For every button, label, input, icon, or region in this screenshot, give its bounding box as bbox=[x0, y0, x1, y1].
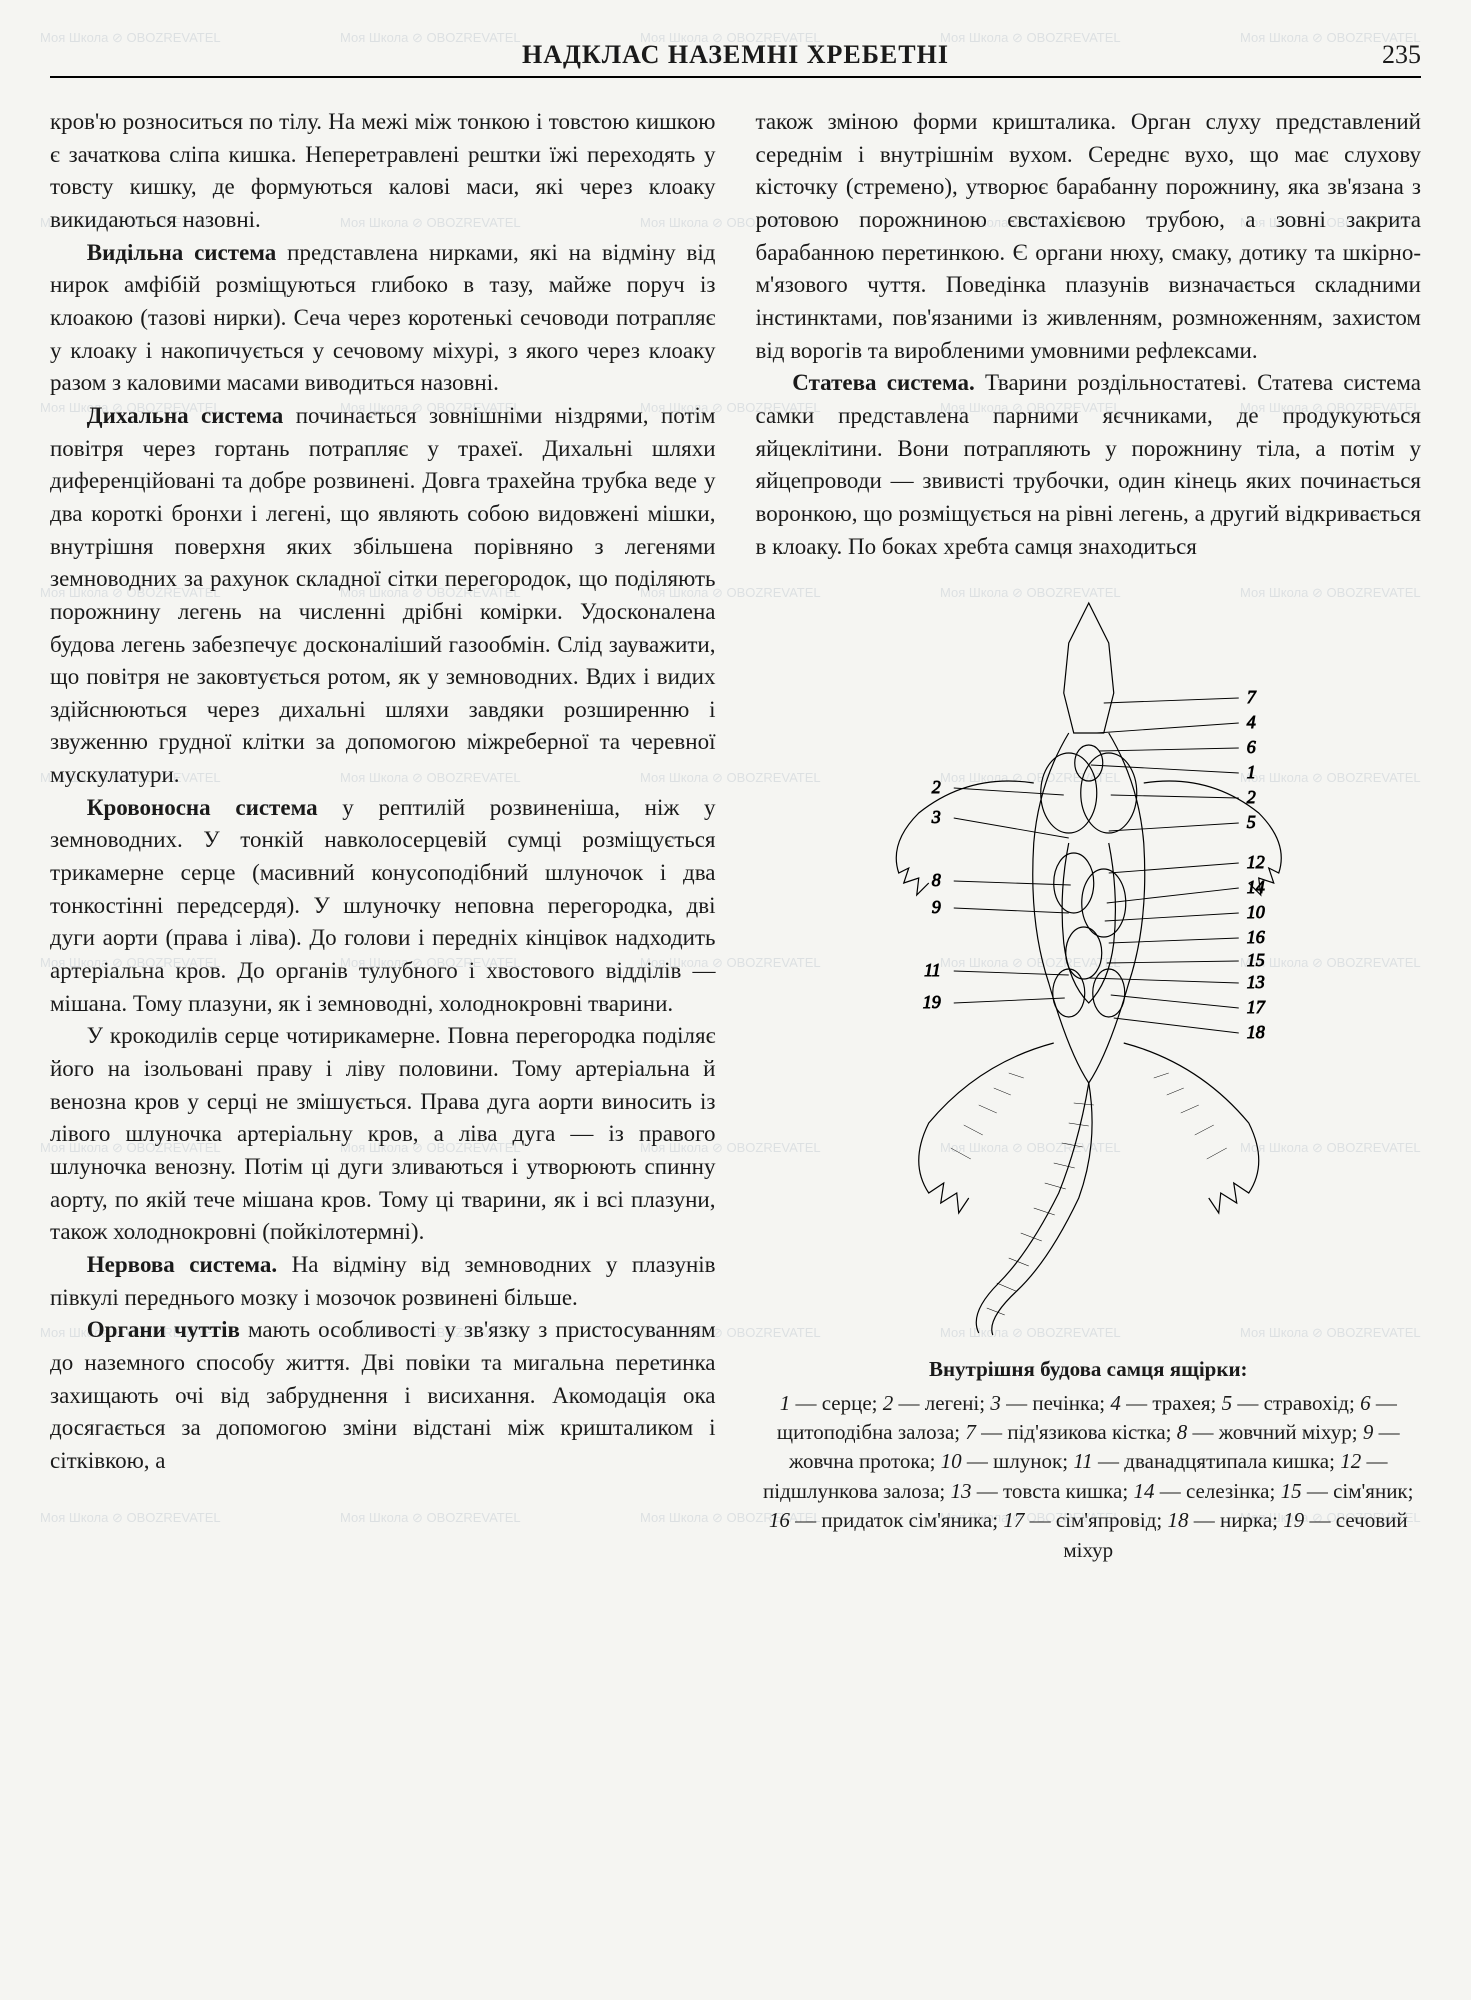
label-num: 9 bbox=[931, 897, 940, 917]
label-num: 14 bbox=[1246, 877, 1264, 897]
label-num: 15 bbox=[1246, 950, 1264, 970]
paragraph: також зміною форми кришталика. Орган слу… bbox=[756, 106, 1422, 367]
paragraph: кров'ю розноситься по тілу. На межі між … bbox=[50, 106, 716, 237]
paragraph: Дихальна система починається зовнішніми … bbox=[50, 400, 716, 792]
label-num: 3 bbox=[930, 807, 940, 827]
chapter-title: НАДКЛАС НАЗЕМНІ ХРЕБЕТНІ bbox=[130, 40, 1341, 70]
left-column: кров'ю розноситься по тілу. На межі між … bbox=[50, 106, 716, 1565]
paragraph: У крокодилів серце чотирикамерне. Повна … bbox=[50, 1020, 716, 1249]
section-lead: Нервова система. bbox=[87, 1252, 277, 1277]
paragraph: Кровоносна система у рептилій розвиненіш… bbox=[50, 792, 716, 1021]
paragraph: Органи чуттів мають особливості у зв'язк… bbox=[50, 1314, 716, 1477]
text: починається зовнішніми ніздрями, потім п… bbox=[50, 403, 716, 787]
text: у рептилій розвиненіша, ніж у земноводни… bbox=[50, 795, 716, 1016]
figure-caption: Внутрішня будова самця ящірки: 1 — серце… bbox=[756, 1355, 1422, 1565]
figure-caption-title: Внутрішня будова самця ящірки: bbox=[756, 1355, 1422, 1384]
label-num: 2 bbox=[931, 777, 940, 797]
lizard-anatomy-illustration: 2 3 8 9 11 19 7 4 6 1 bbox=[756, 583, 1422, 1343]
section-lead: Видільна система bbox=[87, 240, 277, 265]
section-lead: Дихальна система bbox=[87, 403, 283, 428]
label-num: 18 bbox=[1246, 1022, 1264, 1042]
label-num: 4 bbox=[1246, 712, 1255, 732]
label-num: 7 bbox=[1246, 687, 1256, 707]
lizard-svg: 2 3 8 9 11 19 7 4 6 1 bbox=[756, 583, 1422, 1343]
section-lead: Органи чуттів bbox=[87, 1317, 240, 1342]
label-num: 11 bbox=[924, 960, 941, 980]
page-number: 235 bbox=[1341, 40, 1421, 70]
label-num: 17 bbox=[1246, 997, 1265, 1017]
section-lead: Кровоносна система bbox=[87, 795, 318, 820]
figure-block: 2 3 8 9 11 19 7 4 6 1 bbox=[756, 583, 1422, 1565]
section-lead: Статева система. bbox=[792, 370, 974, 395]
figure-legend: 1 — серце; 2 — легені; 3 — печінка; 4 — … bbox=[763, 1391, 1413, 1562]
right-column: також зміною форми кришталика. Орган слу… bbox=[756, 106, 1422, 1565]
label-num: 2 bbox=[1246, 787, 1255, 807]
label-num: 19 bbox=[922, 992, 940, 1012]
paragraph: Нервова система. На відміну від земновод… bbox=[50, 1249, 716, 1314]
label-num: 12 bbox=[1246, 852, 1264, 872]
label-num: 16 bbox=[1246, 927, 1264, 947]
page-header: НАДКЛАС НАЗЕМНІ ХРЕБЕТНІ 235 bbox=[50, 40, 1421, 78]
label-num: 10 bbox=[1246, 902, 1264, 922]
label-num: 1 bbox=[1246, 762, 1255, 782]
label-num: 5 bbox=[1246, 812, 1255, 832]
label-num: 13 bbox=[1246, 972, 1264, 992]
label-num: 6 bbox=[1246, 737, 1255, 757]
paragraph: Видільна система представлена нирками, я… bbox=[50, 237, 716, 400]
two-column-layout: кров'ю розноситься по тілу. На межі між … bbox=[50, 106, 1421, 1565]
label-num: 8 bbox=[931, 870, 940, 890]
paragraph: Статева система. Тварини роздільностатев… bbox=[756, 367, 1422, 563]
text: Тварини роздільностатеві. Статева систем… bbox=[756, 370, 1422, 558]
